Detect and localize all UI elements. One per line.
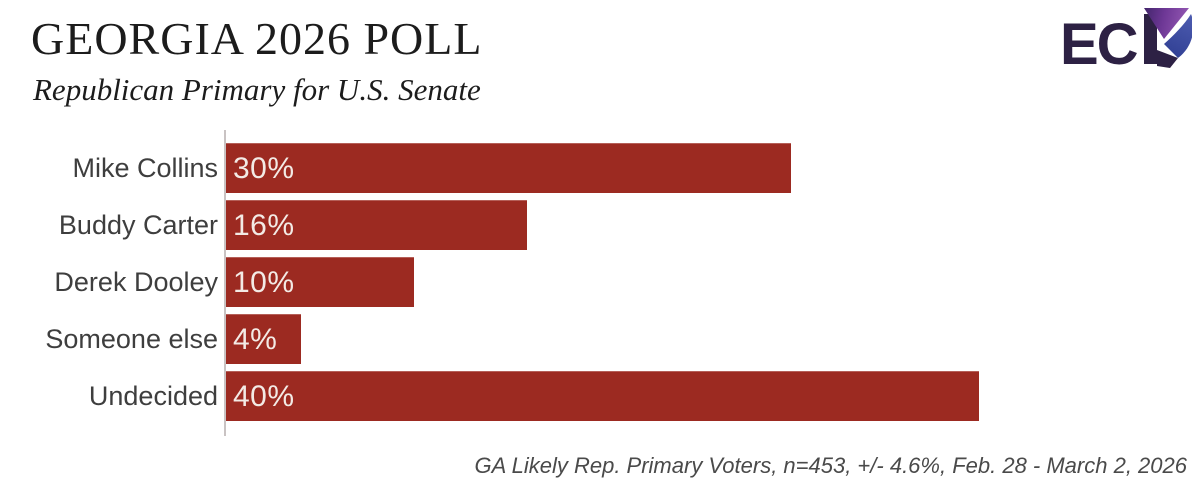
logo-p-blue-wedge [1164,14,1192,58]
bar: 40% [226,371,979,421]
bar: 10% [226,257,415,307]
category-label: Mike Collins [72,152,218,183]
value-label: 40% [233,379,295,413]
value-label: 30% [233,151,295,185]
bar-chart: Mike Collins 30% Buddy Carter 16% Derek Dool… [0,143,1199,428]
bar-row: Derek Dooley 10% [0,257,1199,307]
logo-letters: EC [1060,12,1138,76]
logo-p-stem [1144,14,1157,64]
category-label: Derek Dooley [54,266,218,297]
bar-row: Someone else 4% [0,314,1199,364]
bar-row: Mike Collins 30% [0,143,1199,193]
chart-axis-line [224,130,226,436]
category-label: Buddy Carter [58,209,218,240]
bar-row: Buddy Carter 16% [0,200,1199,250]
value-label: 10% [233,265,295,299]
ecp-logo-icon: EC [1060,8,1192,76]
category-label: Undecided [88,380,218,411]
page-subtitle: Republican Primary for U.S. Senate [33,72,481,107]
category-label: Someone else [45,323,218,354]
bar: 30% [226,143,791,193]
page-title: GEORGIA 2026 POLL [31,13,483,64]
value-label: 4% [233,322,278,356]
bar-row: Undecided 40% [0,371,1199,421]
bar: 4% [226,314,302,364]
logo-p-triangle [1144,8,1189,39]
bar: 16% [226,200,528,250]
value-label: 16% [233,208,295,242]
methodology-note: GA Likely Rep. Primary Voters, n=453, +/… [474,453,1187,478]
logo-p-bowl-bottom [1157,50,1178,68]
